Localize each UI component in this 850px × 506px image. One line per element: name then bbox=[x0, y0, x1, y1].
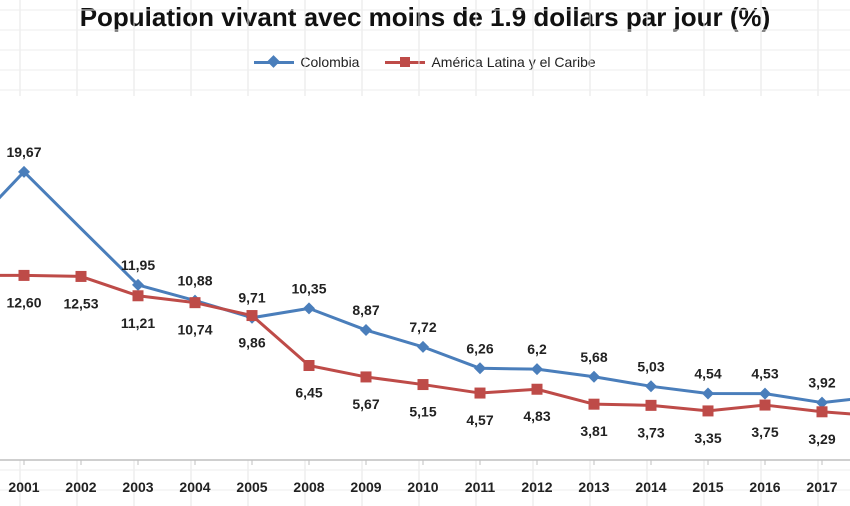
data-label-america-latina: 3,75 bbox=[751, 424, 778, 440]
legend-item-america-latina: América Latina y el Caribe bbox=[385, 54, 596, 70]
data-label-america-latina: 5,67 bbox=[352, 396, 379, 412]
data-label-colombia: 10,88 bbox=[177, 273, 212, 289]
point-colombia bbox=[588, 370, 600, 383]
x-tick-label: 2017 bbox=[806, 479, 837, 495]
point-america-latina bbox=[645, 399, 657, 411]
data-label-colombia: 7,72 bbox=[409, 319, 436, 335]
point-colombia bbox=[303, 302, 315, 315]
point-colombia bbox=[759, 387, 771, 400]
x-tick-label: 2009 bbox=[350, 479, 381, 495]
point-america-latina bbox=[417, 379, 429, 391]
data-label-america-latina: 3,73 bbox=[637, 424, 664, 440]
x-tick-label: 2003 bbox=[122, 479, 153, 495]
data-label-colombia: 9,71 bbox=[238, 290, 265, 306]
point-america-latina bbox=[360, 371, 372, 383]
plot-background bbox=[0, 96, 850, 460]
point-america-latina bbox=[816, 406, 828, 418]
data-label-america-latina: 3,81 bbox=[580, 423, 607, 439]
point-america-latina bbox=[702, 405, 714, 417]
data-label-colombia: 5,68 bbox=[580, 349, 607, 365]
x-tick-label: 2014 bbox=[635, 479, 666, 495]
point-colombia bbox=[702, 387, 714, 400]
data-label-america-latina: 6,45 bbox=[295, 385, 322, 401]
legend-swatch-colombia bbox=[254, 54, 295, 70]
data-label-colombia: 10,35 bbox=[291, 280, 326, 296]
data-label-colombia: 8,87 bbox=[352, 302, 379, 318]
legend-swatch-america-latina bbox=[385, 54, 426, 70]
data-label-colombia: 19,67 bbox=[6, 144, 41, 160]
point-colombia bbox=[18, 165, 30, 178]
data-label-america-latina: 3,29 bbox=[808, 431, 835, 447]
legend: Colombia América Latina y el Caribe bbox=[0, 54, 850, 70]
x-tick-label: 2016 bbox=[749, 479, 780, 495]
point-america-latina bbox=[75, 270, 87, 282]
point-colombia bbox=[474, 362, 486, 375]
point-america-latina bbox=[588, 398, 600, 410]
x-tick-label: 2010 bbox=[407, 479, 438, 495]
point-america-latina bbox=[474, 387, 486, 399]
data-label-america-latina: 9,86 bbox=[238, 335, 265, 351]
point-colombia bbox=[531, 363, 543, 376]
point-america-latina bbox=[18, 269, 30, 281]
data-label-colombia: 6,26 bbox=[466, 340, 493, 356]
legend-label-colombia: Colombia bbox=[300, 54, 360, 70]
data-label-america-latina: 12,60 bbox=[6, 294, 41, 310]
data-label-america-latina: 10,74 bbox=[177, 322, 212, 338]
x-tick-label: 2008 bbox=[293, 479, 324, 495]
x-tick-label: 2013 bbox=[578, 479, 609, 495]
x-tick-label: 2015 bbox=[692, 479, 723, 495]
data-label-colombia: 11,95 bbox=[121, 257, 155, 273]
data-label-colombia: 4,53 bbox=[751, 366, 778, 382]
point-colombia bbox=[360, 324, 372, 337]
point-america-latina bbox=[132, 290, 144, 302]
data-label-america-latina: 12,53 bbox=[63, 295, 98, 311]
point-america-latina bbox=[303, 360, 315, 372]
data-label-america-latina: 4,83 bbox=[523, 408, 550, 424]
data-label-america-latina: 3,35 bbox=[694, 430, 721, 446]
legend-label-america-latina: América Latina y el Caribe bbox=[431, 54, 596, 70]
x-tick-label: 2004 bbox=[179, 479, 210, 495]
legend-item-colombia: Colombia bbox=[254, 54, 359, 70]
data-label-america-latina: 11,21 bbox=[121, 315, 155, 331]
chart-title: Population vivant avec moins de 1.9 doll… bbox=[79, 2, 771, 32]
point-america-latina bbox=[759, 399, 771, 411]
x-tick-label: 2012 bbox=[521, 479, 552, 495]
data-label-colombia: 4,54 bbox=[694, 365, 721, 381]
data-label-america-latina: 4,57 bbox=[466, 412, 493, 428]
point-america-latina bbox=[531, 383, 543, 395]
x-tick-label: 2005 bbox=[236, 479, 267, 495]
data-label-colombia: 5,03 bbox=[637, 358, 664, 374]
data-label-colombia: 3,92 bbox=[808, 375, 835, 391]
x-tick-label: 2002 bbox=[65, 479, 96, 495]
x-tick-label: 2001 bbox=[8, 479, 39, 495]
point-america-latina bbox=[189, 297, 201, 309]
point-america-latina bbox=[246, 310, 258, 322]
point-colombia bbox=[816, 396, 828, 409]
point-colombia bbox=[645, 380, 657, 393]
data-label-colombia: 6,2 bbox=[527, 341, 547, 357]
x-tick-label: 2011 bbox=[465, 479, 496, 495]
point-colombia bbox=[417, 340, 429, 353]
point-colombia bbox=[132, 278, 144, 291]
data-label-america-latina: 5,15 bbox=[409, 404, 436, 420]
